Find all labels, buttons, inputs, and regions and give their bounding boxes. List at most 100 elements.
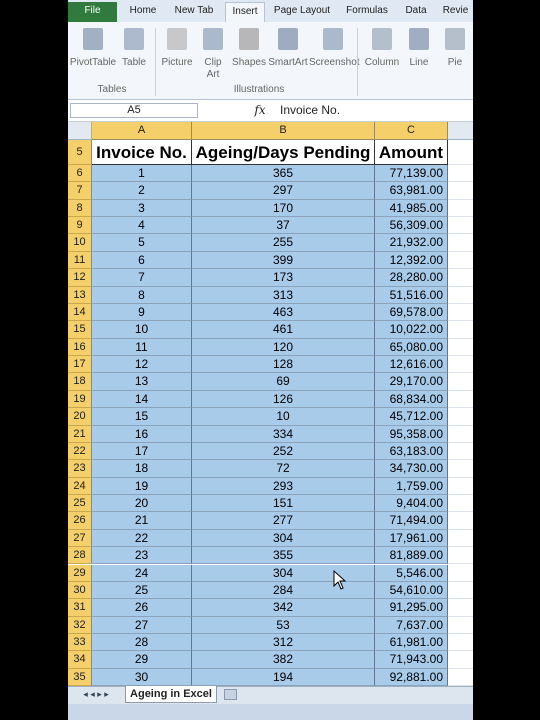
cell[interactable]: 312 [192, 633, 375, 652]
cell[interactable]: 26 [92, 599, 192, 617]
row-header[interactable]: 18 [68, 373, 92, 391]
ribbon-tab[interactable]: New Tab [174, 5, 214, 16]
ribbon-tab[interactable]: Formulas [346, 5, 388, 16]
cell[interactable]: 6 [92, 251, 192, 270]
ribbon-button[interactable]: Column [364, 57, 400, 68]
cell[interactable]: 128 [192, 356, 375, 374]
cell[interactable]: 284 [192, 581, 375, 600]
fx-button[interactable]: fx [254, 103, 266, 117]
ribbon-button[interactable]: Picture [161, 57, 193, 68]
row-header[interactable]: 27 [68, 529, 92, 548]
cell[interactable]: 293 [192, 477, 375, 496]
name-box[interactable]: A5 [70, 103, 198, 118]
row-header[interactable]: 15 [68, 321, 92, 339]
cell[interactable]: 61,981.00 [375, 633, 448, 652]
cell[interactable]: 151 [192, 495, 375, 513]
cell[interactable]: 12,392.00 [375, 251, 448, 270]
cell[interactable]: 65,080.00 [375, 338, 448, 357]
column-header[interactable]: A [92, 122, 192, 140]
cell[interactable]: 10 [192, 408, 375, 426]
cell[interactable]: 29 [92, 651, 192, 669]
row-header[interactable]: 32 [68, 616, 92, 634]
cell[interactable]: 19 [92, 477, 192, 496]
cell[interactable]: 24 [92, 564, 192, 582]
cell[interactable]: 10 [92, 321, 192, 339]
cell[interactable]: 72 [192, 460, 375, 478]
row-header[interactable]: 8 [68, 199, 92, 218]
ribbon-button[interactable]: Shapes [232, 57, 266, 68]
cell[interactable]: 3 [92, 199, 192, 218]
cell[interactable]: 51,516.00 [375, 286, 448, 304]
cell[interactable]: 255 [192, 234, 375, 252]
cell[interactable]: 12 [92, 356, 192, 374]
row-header[interactable]: 26 [68, 512, 92, 530]
row-header[interactable]: 23 [68, 460, 92, 478]
cell[interactable]: 1,759.00 [375, 477, 448, 496]
row-header[interactable]: 24 [68, 477, 92, 496]
ribbon-tab[interactable]: Revie [442, 5, 469, 16]
cell[interactable]: 9,404.00 [375, 495, 448, 513]
row-header[interactable]: 13 [68, 286, 92, 304]
row-header[interactable]: 22 [68, 442, 92, 461]
ribbon-button[interactable]: Screenshot [309, 57, 360, 68]
sheet-tab[interactable]: Ageing in Excel [125, 686, 217, 703]
ribbon-button[interactable]: PivotTable [69, 57, 117, 68]
ribbon-tab[interactable]: Insert [225, 2, 265, 22]
cell[interactable]: 69 [192, 373, 375, 391]
cell[interactable]: 342 [192, 599, 375, 617]
cell[interactable]: 365 [192, 165, 375, 183]
cell[interactable]: 81,889.00 [375, 547, 448, 565]
row-header[interactable]: 25 [68, 495, 92, 513]
cell[interactable]: 5,546.00 [375, 564, 448, 582]
row-header[interactable]: 21 [68, 425, 92, 443]
cell[interactable]: 2 [92, 182, 192, 200]
row-header[interactable]: 5 [68, 140, 92, 165]
cell[interactable]: 126 [192, 390, 375, 409]
cell[interactable]: 18 [92, 460, 192, 478]
row-header[interactable]: 14 [68, 303, 92, 322]
cell[interactable]: 56,309.00 [375, 217, 448, 235]
cell[interactable]: 77,139.00 [375, 165, 448, 183]
sheet-nav[interactable]: ◂ ◂ ▸ ▸ [83, 689, 109, 699]
ribbon-button[interactable]: Line [409, 57, 429, 68]
cell[interactable]: 15 [92, 408, 192, 426]
cell[interactable]: 17 [92, 442, 192, 461]
cell[interactable]: 17,961.00 [375, 529, 448, 548]
cell[interactable]: 28,280.00 [375, 269, 448, 287]
row-header[interactable]: 20 [68, 408, 92, 426]
row-header[interactable]: 7 [68, 182, 92, 200]
cell[interactable]: 463 [192, 303, 375, 322]
cell[interactable]: 91,295.00 [375, 599, 448, 617]
cell[interactable]: 92,881.00 [375, 668, 448, 687]
cell[interactable]: 277 [192, 512, 375, 530]
row-header[interactable]: 35 [68, 668, 92, 687]
cell[interactable]: 297 [192, 182, 375, 200]
cell[interactable]: 355 [192, 547, 375, 565]
cell[interactable]: 27 [92, 616, 192, 634]
cell[interactable]: 25 [92, 581, 192, 600]
header-cell[interactable]: Amount [375, 140, 448, 165]
column-header[interactable]: B [192, 122, 375, 140]
cell[interactable]: 173 [192, 269, 375, 287]
ribbon-tab[interactable]: Page Layout [273, 5, 331, 16]
cell[interactable]: 382 [192, 651, 375, 669]
cell[interactable]: 399 [192, 251, 375, 270]
cell[interactable]: 63,981.00 [375, 182, 448, 200]
row-header[interactable]: 17 [68, 356, 92, 374]
cell[interactable]: 1 [92, 165, 192, 183]
cell[interactable]: 8 [92, 286, 192, 304]
ribbon-tab[interactable]: File [68, 2, 117, 22]
cell[interactable]: 23 [92, 547, 192, 565]
cell[interactable]: 34,730.00 [375, 460, 448, 478]
cell[interactable]: 41,985.00 [375, 199, 448, 218]
cell[interactable]: 313 [192, 286, 375, 304]
cell[interactable]: 7 [92, 269, 192, 287]
cell[interactable]: 4 [92, 217, 192, 235]
cell[interactable]: 22 [92, 529, 192, 548]
cell[interactable]: 10,022.00 [375, 321, 448, 339]
cell[interactable]: 14 [92, 390, 192, 409]
header-cell[interactable]: Ageing/Days Pending [192, 140, 375, 165]
cell[interactable]: 12,616.00 [375, 356, 448, 374]
column-header[interactable]: C [375, 122, 448, 140]
cell[interactable]: 53 [192, 616, 375, 634]
